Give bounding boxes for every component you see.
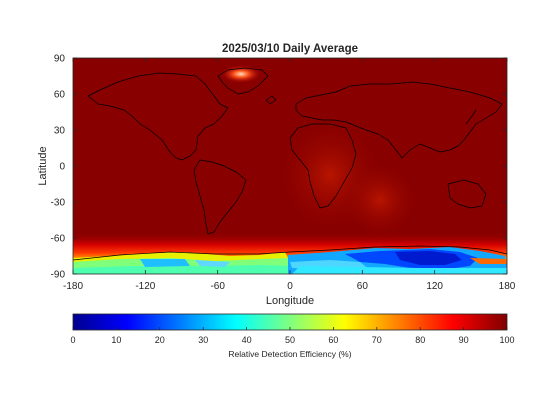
colorbar-tick-label: 0: [70, 335, 75, 345]
y-tick-label: 30: [54, 126, 66, 137]
map-panel: [73, 58, 507, 274]
colorbar-tick-label: 50: [285, 335, 295, 345]
antarctic-region: [73, 247, 507, 274]
y-tick-label: 0: [59, 162, 65, 173]
x-tick-label: -120: [135, 281, 155, 292]
atlantic-region: [340, 160, 420, 240]
colorbar-tick-label: 70: [372, 335, 382, 345]
colorbar-tick-label: 40: [242, 335, 252, 345]
y-tick-label: 60: [54, 90, 66, 101]
axis-ticks: -180 -120 -60 0 60 120 180 90 60 30 0 -30 -60 -90: [51, 54, 516, 293]
colorbar-tick-label: 60: [328, 335, 338, 345]
y-axis-label: Latitude: [37, 146, 49, 185]
y-tick-label: -30: [51, 198, 66, 209]
colorbar-tick-label: 30: [198, 335, 208, 345]
x-tick-label: -60: [210, 281, 225, 292]
x-tick-label: -180: [63, 281, 83, 292]
colorbar-tick-label: 90: [459, 335, 469, 345]
y-tick-label: -90: [51, 270, 66, 281]
x-tick-label: 120: [426, 281, 443, 292]
colorbar-tick-label: 100: [499, 335, 514, 345]
colorbar-ticks: 0 10 20 30 40 50 60 70 80 90 100: [70, 327, 515, 345]
x-tick-label: 0: [287, 281, 293, 292]
colorbar-tick-label: 80: [415, 335, 425, 345]
coastlines: [73, 67, 507, 261]
y-tick-label: -60: [51, 234, 66, 245]
colorbar-label: Relative Detection Efficiency (%): [228, 349, 351, 359]
greenland-high: [221, 65, 261, 83]
x-tick-label: 180: [499, 281, 516, 292]
x-tick-label: 60: [357, 281, 369, 292]
colorbar-tick-label: 10: [111, 335, 121, 345]
colorbar-tick-label: 20: [155, 335, 165, 345]
chart-title: 2025/03/10 Daily Average: [222, 43, 358, 55]
x-axis-label: Longitude: [266, 295, 314, 307]
y-tick-label: 90: [54, 54, 66, 65]
